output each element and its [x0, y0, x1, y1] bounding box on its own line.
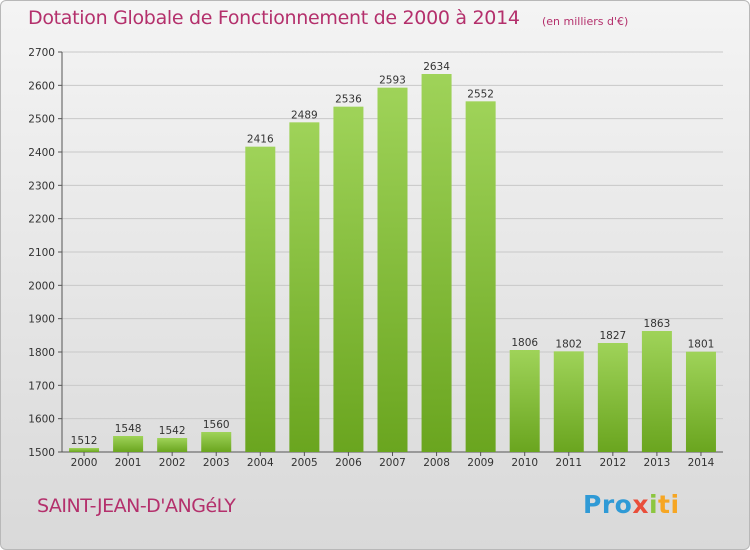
bars — [69, 74, 716, 453]
data-label: 2634 — [423, 61, 450, 73]
logo-part-4: ti — [658, 490, 680, 519]
y-tick-label: 2000 — [28, 280, 55, 292]
y-tick-label: 1800 — [28, 347, 55, 359]
y-tick-label: 1700 — [28, 380, 55, 392]
x-tick-label: 2005 — [291, 457, 318, 469]
bar — [69, 448, 100, 452]
bar — [553, 351, 584, 452]
y-tick-label: 2200 — [28, 214, 55, 226]
data-label: 1548 — [115, 423, 142, 435]
x-tick-label: 2009 — [467, 457, 494, 469]
data-label: 1802 — [555, 338, 582, 350]
x-tick-label: 2012 — [599, 457, 626, 469]
y-tick-label: 1600 — [28, 414, 55, 426]
x-tick-label: 2004 — [247, 457, 274, 469]
logo-part-3: i — [648, 490, 659, 519]
y-tick-label: 2100 — [28, 247, 55, 259]
logo-part-1: Pro — [583, 490, 633, 519]
chart-unit: (en milliers d'€) — [542, 15, 629, 28]
city-name: SAINT-JEAN-D'ANGéLY — [37, 495, 236, 517]
logo-part-2: x — [632, 490, 649, 519]
x-tick-label: 2014 — [688, 457, 715, 469]
x-tick-label: 2002 — [159, 457, 186, 469]
data-label: 1863 — [644, 318, 671, 330]
data-label: 1806 — [511, 337, 538, 349]
y-tick-label: 2500 — [28, 114, 55, 126]
x-tick-label: 2000 — [71, 457, 98, 469]
x-tick-label: 2003 — [203, 457, 230, 469]
y-tick-label: 2600 — [28, 80, 55, 92]
x-tick-label: 2010 — [511, 457, 538, 469]
data-label: 2536 — [335, 94, 362, 106]
data-label: 2552 — [467, 88, 494, 100]
bar — [509, 350, 540, 452]
proxiti-logo[interactable]: Proxiti — [583, 490, 680, 519]
x-tick-label: 2006 — [335, 457, 362, 469]
data-label: 2489 — [291, 109, 318, 121]
bar — [641, 331, 672, 452]
bar — [597, 343, 628, 452]
data-label: 1560 — [203, 419, 230, 431]
data-label: 1542 — [159, 425, 186, 437]
y-tick-label: 1900 — [28, 314, 55, 326]
bar — [465, 101, 496, 452]
x-tick-label: 2013 — [644, 457, 671, 469]
data-label: 2593 — [379, 75, 406, 87]
y-tick-label: 2300 — [28, 180, 55, 192]
data-label: 1801 — [688, 339, 715, 351]
bar — [245, 146, 276, 452]
bar — [289, 122, 320, 452]
x-tick-label: 2008 — [423, 457, 450, 469]
y-tick-label: 2700 — [28, 47, 55, 59]
axes: 1500 1600 1700 1800 1900 2000 2100 2200 2300 2400… — [28, 47, 723, 469]
bar — [377, 87, 408, 453]
bar — [157, 438, 188, 452]
data-label: 1512 — [71, 435, 98, 447]
data-label: 2416 — [247, 134, 274, 146]
data-labels: 1512 1548 1542 1560 2416 2489 2536 2593 2634 2552… — [71, 61, 715, 447]
bar — [201, 432, 232, 452]
bar — [113, 436, 144, 452]
x-tick-label: 2011 — [555, 457, 582, 469]
y-tick-label: 2400 — [28, 147, 55, 159]
bar — [333, 106, 364, 453]
x-tick-label: 2001 — [115, 457, 142, 469]
data-label: 1827 — [599, 330, 626, 342]
bar — [685, 351, 716, 452]
chart-title: Dotation Globale de Fonctionnement de 20… — [28, 7, 520, 29]
x-tick-label: 2007 — [379, 457, 406, 469]
y-tick-label: 1500 — [28, 447, 55, 459]
bar — [421, 74, 452, 452]
